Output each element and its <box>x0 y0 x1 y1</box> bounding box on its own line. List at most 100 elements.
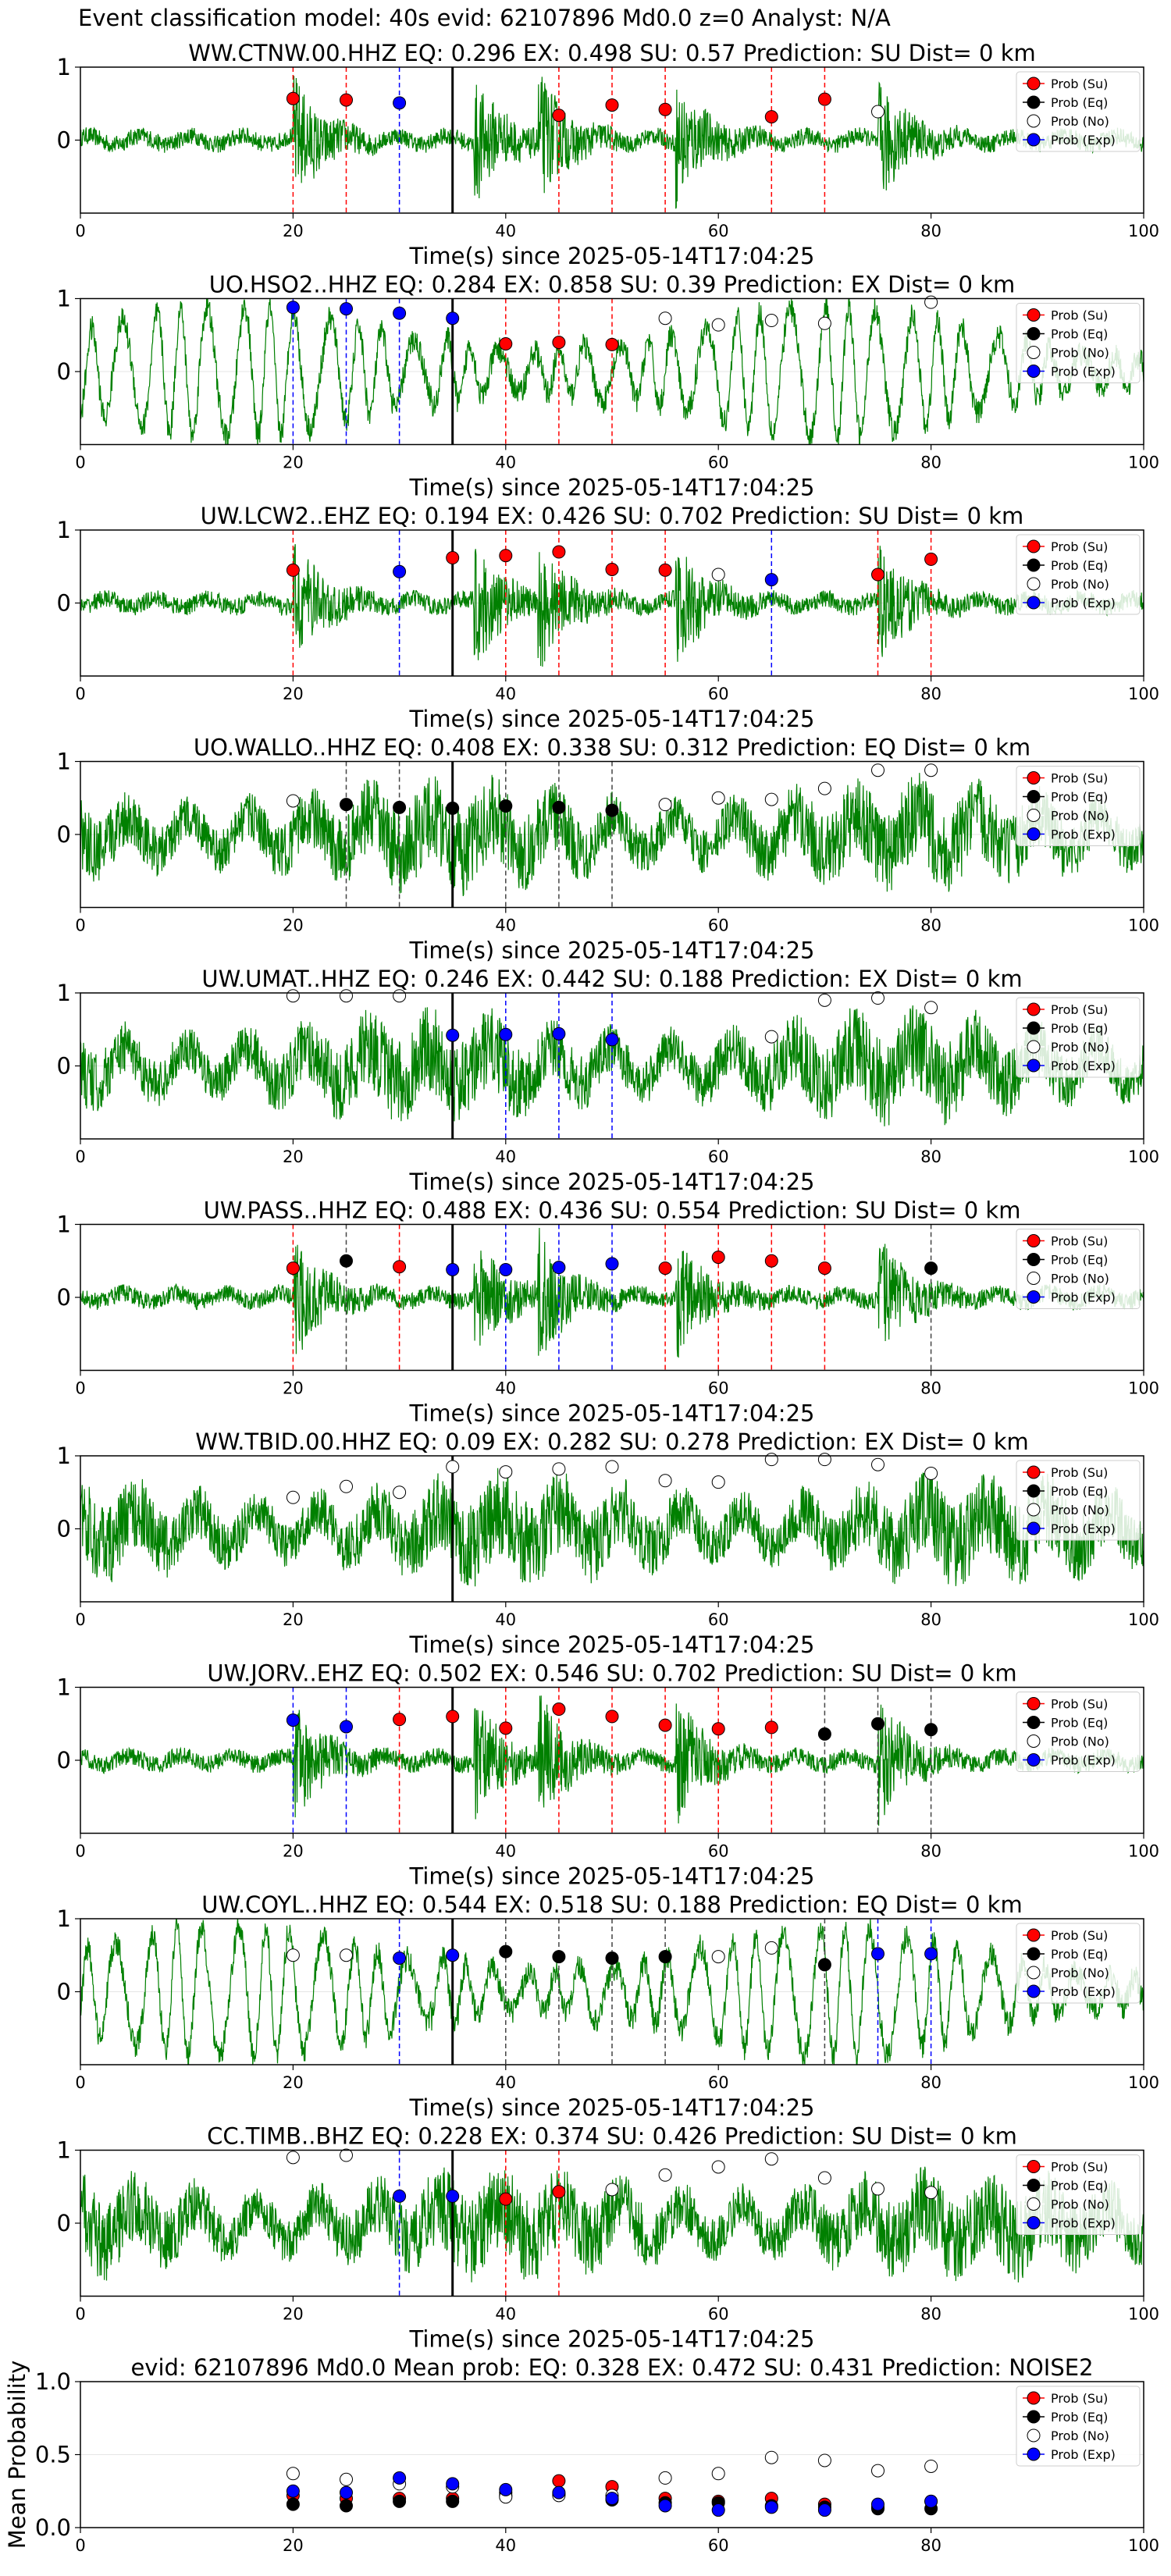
x-tick-label: 0 <box>75 1379 85 1398</box>
prob-point-su <box>924 552 938 566</box>
x-tick-label: 80 <box>920 454 941 472</box>
x-tick-label: 80 <box>920 222 941 240</box>
legend-marker-no <box>1027 2428 1041 2443</box>
legend-marker-no <box>1027 1272 1041 1285</box>
prob-point-exp <box>446 1262 460 1276</box>
x-axis-label: Time(s) since 2025-05-14T17:04:25 <box>409 475 815 501</box>
prob-point-su <box>446 551 460 565</box>
seismogram-trace <box>80 1919 1144 2065</box>
prob-point-exp <box>393 1951 407 1965</box>
legend-marker-su <box>1027 1465 1041 1479</box>
y-tick-label: 1 <box>57 980 71 1006</box>
legend-box <box>1016 766 1141 846</box>
legend-label: Prob (Su) <box>1051 1234 1108 1249</box>
legend-label: Prob (Exp) <box>1051 827 1116 842</box>
panel-title: UW.LCW2..EHZ EQ: 0.194 EX: 0.426 SU: 0.7… <box>201 503 1024 529</box>
prob-point-su <box>552 336 566 350</box>
legend-label: Prob (Su) <box>1051 1928 1108 1943</box>
prob-point-su <box>605 98 619 112</box>
legend-marker-no <box>1027 1966 1041 1980</box>
legend-label: Prob (Exp) <box>1051 1059 1116 1073</box>
x-tick-label: 20 <box>283 222 304 240</box>
legend-marker-eq <box>1027 2410 1041 2424</box>
prob-point-eq <box>552 800 566 814</box>
prob-point-no <box>764 792 778 806</box>
prob-point-no <box>871 105 884 119</box>
x-tick-label: 60 <box>708 2536 729 2555</box>
legend-marker-no <box>1027 114 1041 128</box>
prob-point-su <box>499 1721 513 1735</box>
legend-label: Prob (Su) <box>1051 539 1108 554</box>
x-axis-label: Time(s) since 2025-05-14T17:04:25 <box>409 1863 815 1890</box>
x-tick-label: 0 <box>75 685 85 703</box>
legend-marker-exp <box>1027 1290 1041 1304</box>
prob-point-eq <box>605 1951 619 1965</box>
x-tick-label: 0 <box>75 916 85 935</box>
prob-point-exp <box>393 96 407 110</box>
panel-title: UO.WALLO..HHZ EQ: 0.408 EX: 0.338 SU: 0.… <box>194 735 1030 761</box>
x-tick-label: 60 <box>708 1610 729 1629</box>
x-tick-label: 20 <box>283 2305 304 2324</box>
legend-label: Prob (Eq) <box>1051 95 1108 110</box>
x-tick-label: 40 <box>495 1842 516 1861</box>
x-tick-label: 80 <box>920 1610 941 1629</box>
seismogram-trace <box>80 298 1144 445</box>
x-tick-label: 60 <box>708 1147 729 1166</box>
legend-label: Prob (Su) <box>1051 1697 1108 1712</box>
prob-point-no <box>871 991 884 1005</box>
x-tick-label: 60 <box>708 916 729 935</box>
prob-point-no <box>446 1460 460 1474</box>
prob-point-no <box>605 2183 619 2197</box>
legend-marker-su <box>1027 1234 1041 1247</box>
prob-point-no <box>711 568 725 582</box>
prob-point-eq <box>340 798 353 812</box>
legend-label: Prob (No) <box>1051 1966 1109 1980</box>
legend-marker-no <box>1027 1503 1041 1517</box>
legend-label: Prob (Su) <box>1051 76 1108 91</box>
x-tick-label: 100 <box>1128 1379 1159 1398</box>
prob-point-exp <box>340 302 353 316</box>
y-tick-label: 1 <box>57 517 71 543</box>
legend-label: Prob (Exp) <box>1051 596 1116 610</box>
prob-point-exp <box>393 564 407 578</box>
seismogram-trace <box>80 773 1144 896</box>
prob-point-su <box>658 1718 672 1732</box>
seismogram-trace <box>80 1695 1144 1826</box>
legend-label: Prob (Exp) <box>1051 1290 1116 1305</box>
legend-marker-su <box>1027 1697 1041 1710</box>
panel-9: UW.COYL..HHZ EQ: 0.544 EX: 0.518 SU: 0.1… <box>57 1891 1160 2121</box>
prob-point-eq <box>340 1254 353 1268</box>
x-axis-label: Time(s) since 2025-05-14T17:04:25 <box>409 1400 815 1427</box>
prob-point-no <box>340 1948 353 1962</box>
x-tick-label: 60 <box>708 2073 729 2092</box>
y-tick-label: 1.0 <box>35 2368 71 2395</box>
x-axis-label: Time(s) since 2025-05-14T17:04:25 <box>409 1631 815 1658</box>
legend-marker-su <box>1027 1928 1041 1942</box>
legend-marker-eq <box>1027 1021 1041 1035</box>
prob-point-exp <box>552 1026 566 1041</box>
legend-marker-no <box>1027 1735 1041 1748</box>
x-tick-label: 80 <box>920 2073 941 2092</box>
legend-marker-exp <box>1027 596 1041 610</box>
prob-point-eq <box>924 1261 938 1276</box>
legend-box <box>1016 2386 1141 2467</box>
panel-7: WW.TBID.00.HHZ EQ: 0.09 EX: 0.282 SU: 0.… <box>57 1429 1160 1658</box>
prob-point-no <box>817 781 831 795</box>
prob-point-exp <box>393 306 407 320</box>
legend-marker-no <box>1027 346 1041 359</box>
prob-point-exp <box>446 1028 460 1042</box>
prob-point-su <box>658 1261 672 1276</box>
legend-label: Prob (Su) <box>1051 308 1108 323</box>
x-tick-label: 0 <box>75 2305 85 2324</box>
prob-point-exp <box>446 2189 460 2203</box>
panel-title: evid: 62107896 Md0.0 Mean prob: EQ: 0.32… <box>130 2354 1093 2381</box>
panel-title: UW.PASS..HHZ EQ: 0.488 EX: 0.436 SU: 0.5… <box>204 1197 1021 1224</box>
x-tick-label: 80 <box>920 2536 941 2555</box>
prob-point-no <box>871 2182 884 2196</box>
prob-point-no <box>605 1460 619 1474</box>
legend-marker-exp <box>1027 2447 1041 2461</box>
y-tick-label: 0 <box>57 1284 71 1311</box>
prob-point-su <box>658 102 672 116</box>
prob-point-no <box>711 791 725 805</box>
mean-point-no <box>711 2467 725 2481</box>
